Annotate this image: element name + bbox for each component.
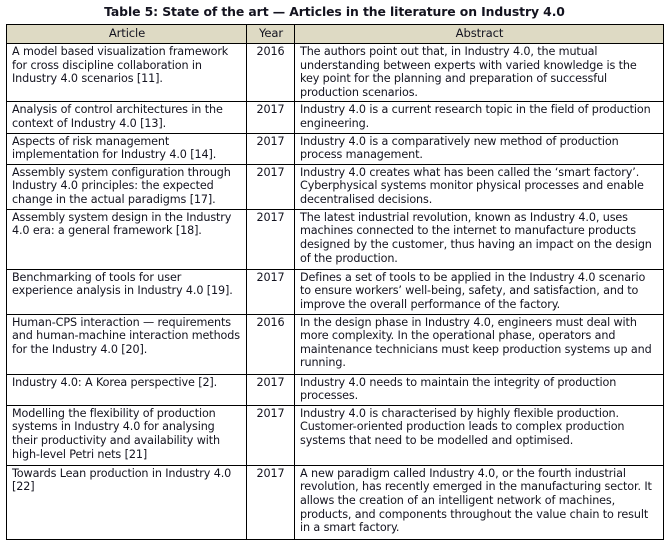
- cell-article: Human-CPS interaction — requirements and…: [6, 313, 247, 375]
- table-caption: Table 5: State of the art — Articles in …: [104, 4, 565, 19]
- column-header-article: Article: [6, 24, 247, 44]
- table-row: Assembly system configuration through In…: [6, 163, 664, 210]
- table-row: Aspects of risk management implementatio…: [6, 132, 664, 165]
- cell-article: Benchmarking of tools for user experienc…: [6, 268, 247, 315]
- cell-year: 2017: [246, 163, 295, 210]
- cell-abstract: Industry 4.0 creates what has been calle…: [294, 163, 664, 210]
- cell-abstract: Industry 4.0 is characterised by highly …: [294, 404, 664, 466]
- cell-article: Assembly system configuration through In…: [6, 163, 247, 210]
- table-row: Towards Lean production in Industry 4.0 …: [6, 464, 664, 540]
- cell-abstract: Industry 4.0 is a comparatively new meth…: [294, 132, 664, 165]
- cell-abstract: The authors point out that, in Industry …: [294, 42, 664, 103]
- cell-year: 2017: [246, 464, 295, 540]
- cell-article: Industry 4.0: A Korea perspective [2].: [6, 373, 247, 406]
- table-row: Assembly system design in the Industry 4…: [6, 208, 664, 270]
- cell-abstract: Industry 4.0 is a current research topic…: [294, 101, 664, 134]
- cell-article: Assembly system design in the Industry 4…: [6, 208, 247, 270]
- column-header-abstract: Abstract: [294, 24, 664, 44]
- document-page: Table 5: State of the art — Articles in …: [6, 4, 664, 540]
- cell-abstract: In the design phase in Industry 4.0, eng…: [294, 313, 664, 375]
- cell-article: Analysis of control architectures in the…: [6, 101, 247, 134]
- cell-abstract: A new paradigm called Industry 4.0, or t…: [294, 464, 664, 540]
- cell-year: 2017: [246, 373, 295, 406]
- table-body: A model based visualization framework fo…: [6, 42, 664, 540]
- cell-year: 2017: [246, 208, 295, 270]
- cell-year: 2017: [246, 268, 295, 315]
- cell-year: 2016: [246, 313, 295, 375]
- cell-abstract: Industry 4.0 needs to maintain the integ…: [294, 373, 664, 406]
- table-container: Article Year Abstract A model based visu…: [6, 24, 664, 540]
- table-row: Human-CPS interaction — requirements and…: [6, 313, 664, 375]
- table-row: Modelling the flexibility of production …: [6, 404, 664, 466]
- cell-article: Modelling the flexibility of production …: [6, 404, 247, 466]
- cell-abstract: Defines a set of tools to be applied in …: [294, 268, 664, 315]
- table-row: Analysis of control architectures in the…: [6, 101, 664, 134]
- cell-year: 2017: [246, 101, 295, 134]
- cell-abstract: The latest industrial revolution, known …: [294, 208, 664, 270]
- table-row: Industry 4.0: A Korea perspective [2]. 2…: [6, 373, 664, 406]
- cell-article: Towards Lean production in Industry 4.0 …: [6, 464, 247, 540]
- cell-year: 2017: [246, 132, 295, 165]
- cell-article: Aspects of risk management implementatio…: [6, 132, 247, 165]
- state-of-the-art-table: Article Year Abstract A model based visu…: [6, 24, 664, 540]
- cell-year: 2017: [246, 404, 295, 466]
- table-header-row: Article Year Abstract: [6, 24, 664, 44]
- column-header-year: Year: [246, 24, 295, 44]
- cell-article: A model based visualization framework fo…: [6, 42, 247, 103]
- cell-year: 2016: [246, 42, 295, 103]
- table-header: Article Year Abstract: [6, 24, 664, 44]
- table-row: Benchmarking of tools for user experienc…: [6, 268, 664, 315]
- table-row: A model based visualization framework fo…: [6, 42, 664, 103]
